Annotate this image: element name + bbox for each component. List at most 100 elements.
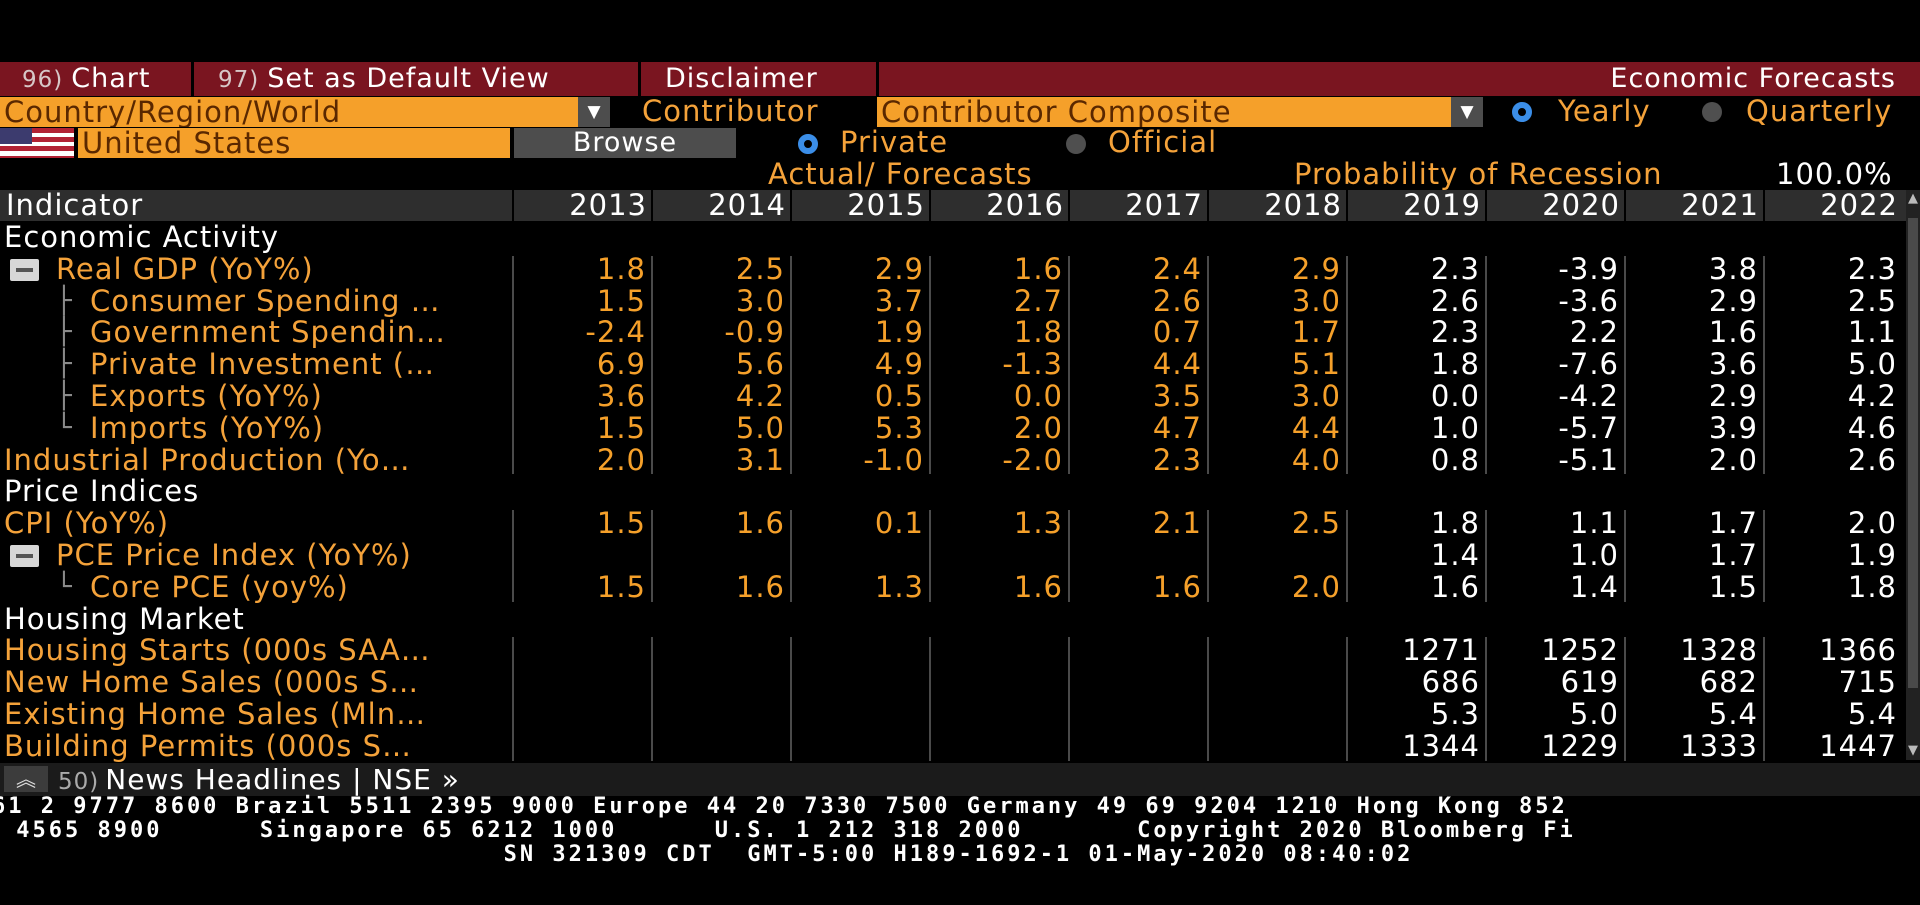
indicator-name[interactable]: Consumer Spending … bbox=[90, 283, 441, 318]
quarterly-label[interactable]: Quarterly bbox=[1746, 94, 1893, 128]
column-divider bbox=[1624, 255, 1626, 475]
table-row[interactable]: └ Imports (YoY%) 1.5 5.0 5.3 2.0 4.7 4.4 1.0 -5.7… bbox=[0, 410, 1906, 445]
collapse-icon[interactable] bbox=[10, 545, 39, 567]
indicator-name[interactable]: Real GDP (YoY%) bbox=[56, 251, 314, 286]
table-row[interactable]: Housing Starts (000s SAA… 1271 1252 1328 136… bbox=[0, 635, 1906, 667]
indicator-column-header[interactable]: Indicator bbox=[6, 188, 144, 222]
table-row[interactable]: ├ Private Investment (… 6.9 5.6 4.9 -1.3 4.4 5.… bbox=[0, 347, 1906, 382]
column-divider bbox=[929, 637, 931, 761]
scroll-up-icon[interactable]: ▲ bbox=[1908, 191, 1918, 206]
actual-value: 2.7 bbox=[1013, 283, 1063, 318]
table-row[interactable]: New Home Sales (000s S… 686 619 682 715 bbox=[0, 665, 1906, 700]
actual-value: 5.3 bbox=[874, 410, 924, 445]
yearly-label[interactable]: Yearly bbox=[1558, 94, 1651, 128]
indicator-name[interactable]: Building Permits (000s S… bbox=[4, 728, 412, 763]
contributor-label: Contributor bbox=[642, 94, 819, 128]
indicator-name[interactable]: Existing Home Sales (Mln… bbox=[4, 697, 427, 731]
table-row[interactable]: Existing Home Sales (Mln… 5.3 5.0 5.4 5.4 bbox=[0, 697, 1906, 731]
indicator-name[interactable]: Core PCE (yoy%) bbox=[90, 569, 349, 604]
table-scrollbar[interactable]: ▲ ▼ bbox=[1906, 190, 1920, 760]
year-column-header[interactable]: 2018 bbox=[1264, 188, 1342, 222]
indicator-name[interactable]: PCE Price Index (YoY%) bbox=[56, 538, 412, 572]
year-column-header[interactable]: 2019 bbox=[1403, 188, 1481, 222]
yearly-radio[interactable] bbox=[1512, 102, 1532, 122]
actual-value: -1.3 bbox=[1002, 347, 1063, 382]
header-separator bbox=[1763, 190, 1765, 221]
actual-value: 2.5 bbox=[735, 251, 785, 286]
indicator-name[interactable]: Industrial Production (Yo… bbox=[4, 442, 411, 477]
contributor-dropdown-button[interactable]: ▼ bbox=[1451, 97, 1483, 127]
year-column-header[interactable]: 2016 bbox=[986, 188, 1064, 222]
country-field[interactable]: United States bbox=[78, 128, 510, 158]
table-row[interactable]: Real GDP (YoY%) 1.8 2.5 2.9 1.6 2.4 2.9 2.3 -3.9… bbox=[0, 251, 1906, 286]
quarterly-radio[interactable] bbox=[1702, 102, 1722, 122]
indicator-name[interactable]: Private Investment (… bbox=[90, 347, 436, 382]
table-row[interactable]: Industrial Production (Yo… 2.0 3.1 -1.0 -2.0… bbox=[0, 442, 1906, 477]
forecast-value: 1328 bbox=[1680, 633, 1758, 668]
year-column-header[interactable]: 2022 bbox=[1820, 188, 1898, 222]
actual-value: 5.0 bbox=[735, 410, 785, 445]
official-radio[interactable] bbox=[1066, 134, 1086, 154]
actual-value: 2.6 bbox=[1152, 283, 1202, 318]
column-divider bbox=[790, 255, 792, 475]
year-column-header[interactable]: 2013 bbox=[569, 188, 647, 222]
region-field[interactable]: Country/Region/World bbox=[0, 97, 578, 127]
table-row[interactable]: ├ Consumer Spending … 1.5 3.0 3.7 2.7 2.6 3.0 2.… bbox=[0, 283, 1906, 318]
indicator-name[interactable]: CPI (YoY%) bbox=[4, 506, 170, 541]
browse-button[interactable]: Browse bbox=[514, 128, 736, 158]
indicator-name[interactable]: Imports (YoY%) bbox=[90, 410, 325, 445]
tree-connector-icon: ├ bbox=[56, 285, 73, 316]
news-headlines-link[interactable]: 50) News Headlines | NSE » bbox=[58, 763, 460, 799]
double-chevron-up-icon[interactable]: ︽ bbox=[4, 766, 48, 792]
header-separator bbox=[1346, 190, 1348, 221]
chart-button[interactable]: 96) Chart bbox=[0, 62, 194, 96]
nse-link[interactable]: NSE » bbox=[372, 763, 460, 796]
forecast-value: 1366 bbox=[1819, 633, 1897, 668]
forecast-value: 619 bbox=[1560, 665, 1619, 700]
indicator-name[interactable]: New Home Sales (000s S… bbox=[4, 665, 420, 700]
set-default-view-button[interactable]: 97) Set as Default View bbox=[194, 62, 641, 96]
forecast-value: 2.6 bbox=[1847, 442, 1897, 477]
actual-value: 2.0 bbox=[1291, 569, 1341, 604]
collapse-icon[interactable] bbox=[10, 258, 39, 281]
scroll-down-icon[interactable]: ▼ bbox=[1908, 743, 1918, 758]
scroll-thumb[interactable] bbox=[1908, 218, 1918, 688]
news-separator: | bbox=[352, 763, 363, 796]
tree-connector-icon: ├ bbox=[56, 381, 73, 411]
private-radio[interactable] bbox=[798, 134, 818, 154]
disclaimer-button[interactable]: Disclaimer bbox=[641, 62, 879, 96]
table-row[interactable]: ├ Exports (YoY%) 3.6 4.2 0.5 0.0 3.5 3.0 0.0 -4.2… bbox=[0, 379, 1906, 413]
table-row[interactable]: CPI (YoY%) 1.5 1.6 0.1 1.3 2.1 2.5 1.8 1.1 1.7 2.0 bbox=[0, 506, 1906, 541]
header-separator bbox=[1624, 190, 1626, 221]
indicator-name[interactable]: Exports (YoY%) bbox=[90, 379, 323, 413]
table-row[interactable]: PCE Price Index (YoY%) 1.4 1.0 1.7 1.9 bbox=[0, 538, 1906, 572]
indicator-name: Price Indices bbox=[4, 474, 200, 509]
table-row[interactable]: Building Permits (000s S… 1344 1229 1333 144… bbox=[0, 728, 1906, 763]
forecast-value: 1.5 bbox=[1708, 569, 1758, 604]
official-label[interactable]: Official bbox=[1108, 125, 1218, 159]
year-column-header[interactable]: 2014 bbox=[708, 188, 786, 222]
actual-value: 3.0 bbox=[735, 283, 785, 318]
year-column-header[interactable]: 2015 bbox=[847, 188, 925, 222]
year-column-header[interactable]: 2020 bbox=[1542, 188, 1620, 222]
table-row[interactable]: ├ Government Spendin… -2.4 -0.9 1.9 1.8 0.7 1.7… bbox=[0, 317, 1906, 349]
actual-value: 3.0 bbox=[1291, 379, 1341, 413]
tree-connector-icon: └ bbox=[56, 412, 73, 443]
indicator-name[interactable]: Housing Starts (000s SAA… bbox=[4, 633, 431, 668]
forecast-value: 1.4 bbox=[1569, 569, 1619, 604]
actual-value: 0.1 bbox=[874, 506, 924, 541]
forecast-value: 1.8 bbox=[1430, 347, 1480, 382]
year-column-header[interactable]: 2017 bbox=[1125, 188, 1203, 222]
private-label[interactable]: Private bbox=[840, 125, 949, 159]
footer-session-line: SN 321309 CDT GMT-5:00 H189-1692-1 01-Ma… bbox=[0, 842, 1414, 867]
indicator-name[interactable]: Government Spendin… bbox=[90, 315, 446, 350]
contributor-field[interactable]: Contributor Composite bbox=[877, 97, 1451, 127]
column-divider bbox=[1207, 510, 1209, 602]
actual-value: -2.0 bbox=[1002, 442, 1063, 477]
footer-contact-line-2: 4565 8900 Singapore 65 6212 1000 U.S. 1 … bbox=[0, 818, 1576, 843]
column-divider bbox=[1485, 637, 1487, 761]
region-dropdown-button[interactable]: ▼ bbox=[578, 97, 610, 127]
table-row[interactable]: └ Core PCE (yoy%) 1.5 1.6 1.3 1.6 1.6 2.0 1.6 1.4… bbox=[0, 569, 1906, 604]
year-column-header[interactable]: 2021 bbox=[1681, 188, 1759, 222]
actual-value: 3.0 bbox=[1291, 283, 1341, 318]
